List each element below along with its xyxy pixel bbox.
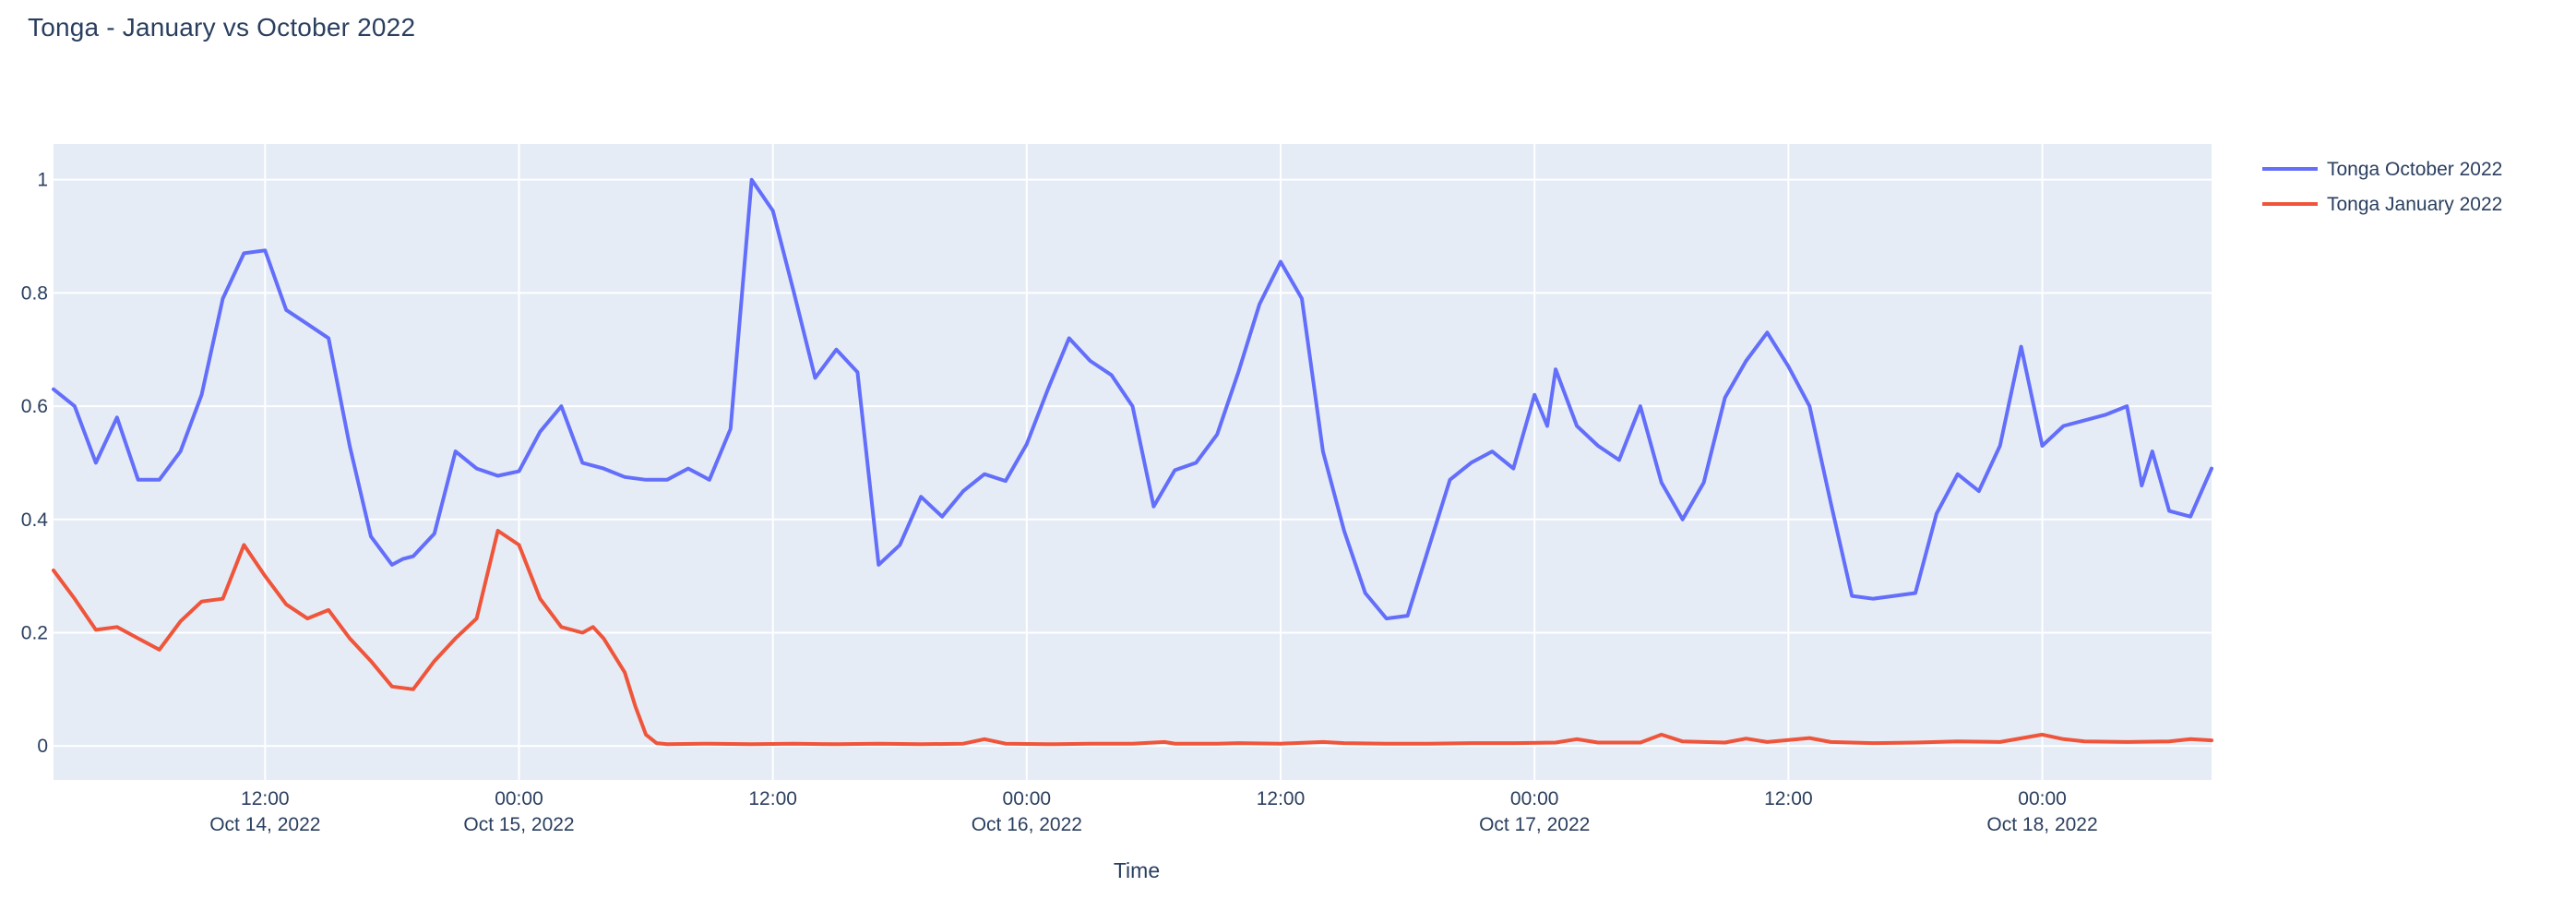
series-line-tonga-october-2022 xyxy=(52,177,2213,621)
plot-area[interactable] xyxy=(54,144,2212,780)
x-tick-time-label: 12:00 xyxy=(241,788,290,809)
chart-title: Tonga - January vs October 2022 xyxy=(28,13,416,42)
y-tick-label: 0.4 xyxy=(21,509,49,531)
series-line-tonga-january-2022 xyxy=(52,529,2213,747)
legend-label-tonga-january-2022[interactable]: Tonga January 2022 xyxy=(2327,194,2502,215)
legend-label-tonga-october-2022[interactable]: Tonga October 2022 xyxy=(2327,159,2502,180)
legend-entry[interactable]: Tonga October 2022 xyxy=(2262,159,2502,180)
x-tick-date-label: Oct 17, 2022 xyxy=(1479,814,1590,835)
x-tick-time-label: 12:00 xyxy=(1257,788,1306,809)
x-tick-date-label: Oct 15, 2022 xyxy=(463,814,574,835)
x-tick-time-label: 00:00 xyxy=(495,788,543,809)
y-tick-label: 0.2 xyxy=(21,622,48,643)
x-tick-date-label: Oct 18, 2022 xyxy=(1986,814,2097,835)
x-tick-time-label: 00:00 xyxy=(1003,788,1052,809)
x-tick-date-label: Oct 16, 2022 xyxy=(972,814,1082,835)
x-tick-time-label: 00:00 xyxy=(1510,788,1559,809)
x-tick-time-label: 00:00 xyxy=(2018,788,2067,809)
x-tick-time-label: 12:00 xyxy=(1764,788,1813,809)
x-tick-time-label: 12:00 xyxy=(748,788,797,809)
legend-entry[interactable]: Tonga January 2022 xyxy=(2262,194,2502,215)
y-tick-label: 0 xyxy=(37,736,48,757)
x-axis-title: Time xyxy=(1114,858,1160,882)
y-tick-label: 0.6 xyxy=(21,396,48,417)
x-tick-date-label: Oct 14, 2022 xyxy=(209,814,320,835)
y-tick-label: 0.8 xyxy=(21,282,48,304)
y-tick-label: 1 xyxy=(37,170,48,191)
